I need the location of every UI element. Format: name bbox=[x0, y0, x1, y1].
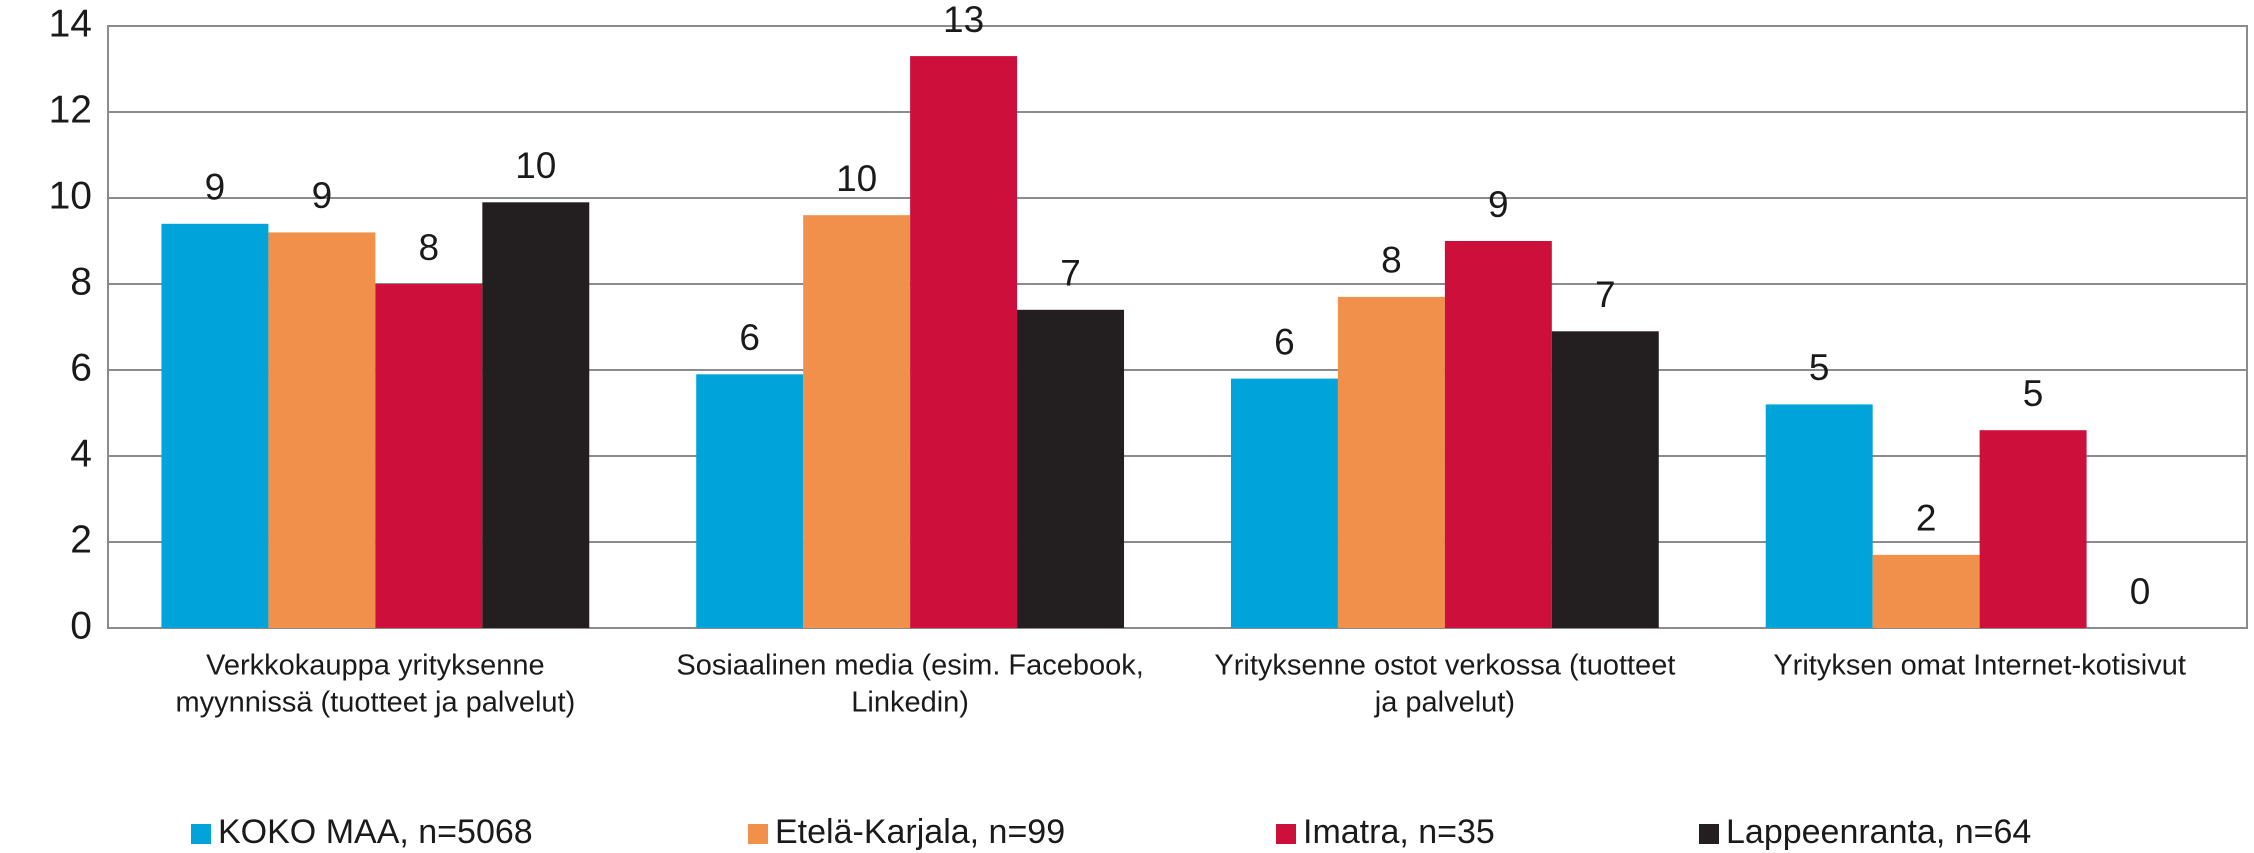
y-tick-label: 10 bbox=[49, 174, 92, 217]
data-label: 6 bbox=[739, 317, 760, 358]
y-tick-label: 4 bbox=[70, 432, 92, 475]
data-label: 5 bbox=[2023, 373, 2044, 414]
bar bbox=[1551, 331, 1659, 628]
bar bbox=[910, 56, 1018, 629]
data-label: 0 bbox=[2130, 571, 2151, 612]
bar bbox=[268, 232, 376, 628]
legend-swatch bbox=[191, 824, 211, 844]
data-label: 6 bbox=[1274, 321, 1295, 362]
bar bbox=[1230, 378, 1338, 628]
x-tick-label: Yrityksen omat Internet-kotisivut bbox=[1773, 650, 2186, 682]
y-tick-label: 8 bbox=[70, 260, 92, 303]
legend-swatch bbox=[1699, 824, 1719, 844]
x-tick-label: ja palvelut) bbox=[1374, 687, 1515, 719]
data-label: 5 bbox=[1809, 347, 1830, 388]
data-label: 13 bbox=[943, 0, 984, 40]
y-tick-label: 0 bbox=[70, 604, 92, 647]
bar bbox=[1765, 404, 1873, 628]
y-tick-label: 14 bbox=[49, 2, 92, 45]
y-tick-label: 12 bbox=[49, 88, 92, 131]
data-label: 9 bbox=[312, 175, 333, 216]
x-tick-label: Linkedin) bbox=[851, 687, 969, 719]
x-tick-label: Sosiaalinen media (esim. Facebook, bbox=[676, 650, 1143, 682]
legend-label: Etelä-Karjala, n=99 bbox=[775, 813, 1065, 851]
y-tick-label: 6 bbox=[70, 346, 92, 389]
y-tick-label: 2 bbox=[70, 518, 92, 561]
bar bbox=[482, 202, 590, 629]
bar bbox=[1017, 309, 1125, 628]
bar bbox=[1979, 430, 2087, 628]
x-tick-label: Verkkokauppa yrityksenne bbox=[206, 650, 545, 682]
data-label: 2 bbox=[1916, 498, 1937, 539]
bar bbox=[1872, 554, 1980, 628]
legend-label: Imatra, n=35 bbox=[1303, 813, 1495, 851]
plot-border bbox=[107, 25, 2248, 629]
x-tick-label: Yrityksenne ostot verkossa (tuotteet bbox=[1214, 650, 1675, 682]
data-label: 10 bbox=[836, 158, 877, 199]
bar bbox=[1444, 241, 1552, 628]
data-label: 7 bbox=[1595, 274, 1616, 315]
data-label: 7 bbox=[1060, 253, 1081, 294]
bar bbox=[161, 223, 269, 629]
legend-label: Lappeenranta, n=64 bbox=[1726, 813, 2031, 851]
bar bbox=[1337, 296, 1445, 628]
data-label: 10 bbox=[515, 145, 556, 186]
data-label: 9 bbox=[1488, 184, 1509, 225]
bar bbox=[696, 374, 804, 628]
x-tick-label: myynnissä (tuotteet ja palvelut) bbox=[176, 687, 576, 719]
data-label: 8 bbox=[1381, 240, 1402, 281]
legend-label: KOKO MAA, n=5068 bbox=[218, 813, 533, 851]
bar bbox=[803, 215, 911, 628]
data-label: 9 bbox=[205, 167, 226, 208]
legend-swatch bbox=[748, 824, 768, 844]
legend-swatch bbox=[1276, 824, 1296, 844]
bar bbox=[375, 284, 483, 628]
data-label: 8 bbox=[419, 227, 440, 268]
